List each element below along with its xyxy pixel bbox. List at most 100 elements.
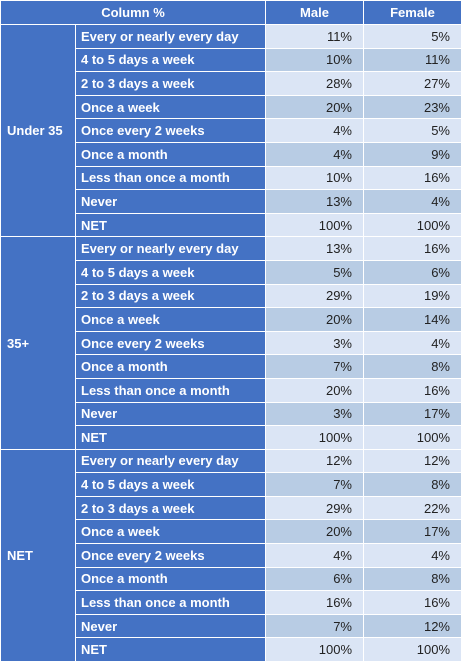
cell-female: 6% (363, 259, 461, 285)
table-row: Once every 2 weeks 3% 4% (1, 330, 461, 356)
row-label: Every or nearly every day (75, 24, 266, 49)
row-label: 2 to 3 days a week (75, 71, 266, 96)
table-row: 4 to 5 days a week 10% 11% (1, 47, 461, 73)
table-row: Once every 2 weeks 4% 5% (1, 118, 461, 143)
cell-male: 29% (265, 283, 364, 309)
table-row: 35+ Every or nearly every day 13% 16% (0, 236, 461, 450)
table-row: Never 13% 4% (1, 189, 461, 214)
row-label: 4 to 5 days a week (75, 259, 266, 285)
row-label: Less than once a month (75, 165, 266, 191)
cell-male: 5% (265, 259, 364, 285)
table-row: Never 3% 17% (1, 401, 461, 427)
table-row: Less than once a month 16% 16% (1, 590, 461, 615)
cell-male: 20% (265, 519, 364, 545)
row-label: Less than once a month (75, 590, 266, 615)
row-label: Once every 2 weeks (75, 118, 266, 143)
row-label: Never (75, 189, 266, 214)
row-label: Once a month (75, 566, 266, 592)
cell-female: 16% (363, 377, 461, 403)
row-label: NET (75, 425, 266, 450)
table-row: Less than once a month 10% 16% (1, 165, 461, 191)
group-label: Under 35 (0, 23, 76, 238)
table-row: NET Every or nearly every day 12% 12% (0, 448, 461, 663)
cell-female: 16% (363, 165, 461, 191)
cell-male: 100% (265, 425, 364, 450)
row-label: Every or nearly every day (75, 448, 266, 474)
cell-male: 10% (265, 165, 364, 191)
table-row: 2 to 3 days a week 29% 22% (1, 495, 461, 521)
cell-male: 28% (265, 71, 364, 96)
cell-male: 4% (265, 543, 364, 568)
cell-female: 16% (363, 236, 461, 261)
cell-female: 100% (363, 212, 461, 238)
cell-female: 4% (363, 330, 461, 356)
table-row: Under 35 Every or nearly every day 11% 5% (0, 23, 461, 238)
row-label: 2 to 3 days a week (75, 495, 266, 521)
row-label: Less than once a month (75, 377, 266, 403)
row-label: 4 to 5 days a week (75, 47, 266, 73)
table-row: Less than once a month 20% 16% (1, 377, 461, 403)
table-row: Once a month 6% 8% (1, 566, 461, 592)
row-label: Never (75, 401, 266, 427)
cell-male: 7% (265, 472, 364, 497)
cell-male: 3% (265, 330, 364, 356)
cell-male: 7% (265, 354, 364, 379)
cell-male: 4% (265, 141, 364, 167)
table-row: 2 to 3 days a week 28% 27% (1, 71, 461, 96)
cell-female: 8% (363, 354, 461, 379)
cell-female: 11% (363, 47, 461, 73)
table-row: Once a week 20% 23% (1, 94, 461, 120)
row-label: Once a month (75, 354, 266, 379)
row-label: 4 to 5 days a week (75, 472, 266, 497)
cell-female: 100% (363, 637, 461, 663)
cell-female: 4% (363, 543, 461, 568)
table-row: Once a week 20% 14% (1, 307, 461, 332)
cell-female: 27% (363, 71, 461, 96)
cell-female: 16% (363, 590, 461, 615)
group-label: 35+ (0, 236, 76, 450)
row-label: NET (75, 212, 266, 238)
cell-male: 13% (265, 236, 364, 261)
cell-male: 6% (265, 566, 364, 592)
cell-female: 22% (363, 495, 461, 521)
cell-male: 4% (265, 118, 364, 143)
row-label: Never (75, 613, 266, 639)
cell-male: 10% (265, 47, 364, 73)
cell-female: 5% (363, 118, 461, 143)
cell-female: 23% (363, 94, 461, 120)
cell-female: 12% (363, 448, 461, 474)
table-row: Once a month 4% 9% (1, 141, 461, 167)
cell-male: 16% (265, 590, 364, 615)
cell-female: 8% (363, 472, 461, 497)
table-row: Never 7% 12% (1, 613, 461, 639)
cell-female: 12% (363, 613, 461, 639)
row-label: Once a week (75, 519, 266, 545)
cell-male: 20% (265, 307, 364, 332)
cell-male: 20% (265, 94, 364, 120)
cell-female: 19% (363, 283, 461, 309)
table-row: Once a month 7% 8% (1, 354, 461, 379)
cell-female: 17% (363, 401, 461, 427)
row-label: Once a month (75, 141, 266, 167)
column-header-male: Male (265, 0, 364, 25)
column-header-female: Female (363, 0, 461, 25)
cell-male: 100% (265, 212, 364, 238)
table-row: NET 100% 100% (1, 637, 461, 663)
cell-female: 4% (363, 189, 461, 214)
row-label: Once a week (75, 307, 266, 332)
group-label: NET (0, 448, 76, 663)
row-label: Once every 2 weeks (75, 543, 266, 568)
cell-female: 100% (363, 425, 461, 450)
row-label: 2 to 3 days a week (75, 283, 266, 309)
row-label: Once every 2 weeks (75, 330, 266, 356)
row-label: Every or nearly every day (75, 236, 266, 261)
cell-male: 11% (265, 24, 364, 49)
cell-male: 20% (265, 377, 364, 403)
cell-male: 13% (265, 189, 364, 214)
cell-female: 5% (363, 24, 461, 49)
table-row: 2 to 3 days a week 29% 19% (1, 283, 461, 309)
table-row: NET 100% 100% (1, 425, 461, 450)
row-label: Once a week (75, 94, 266, 120)
table-row: 4 to 5 days a week 5% 6% (1, 259, 461, 285)
